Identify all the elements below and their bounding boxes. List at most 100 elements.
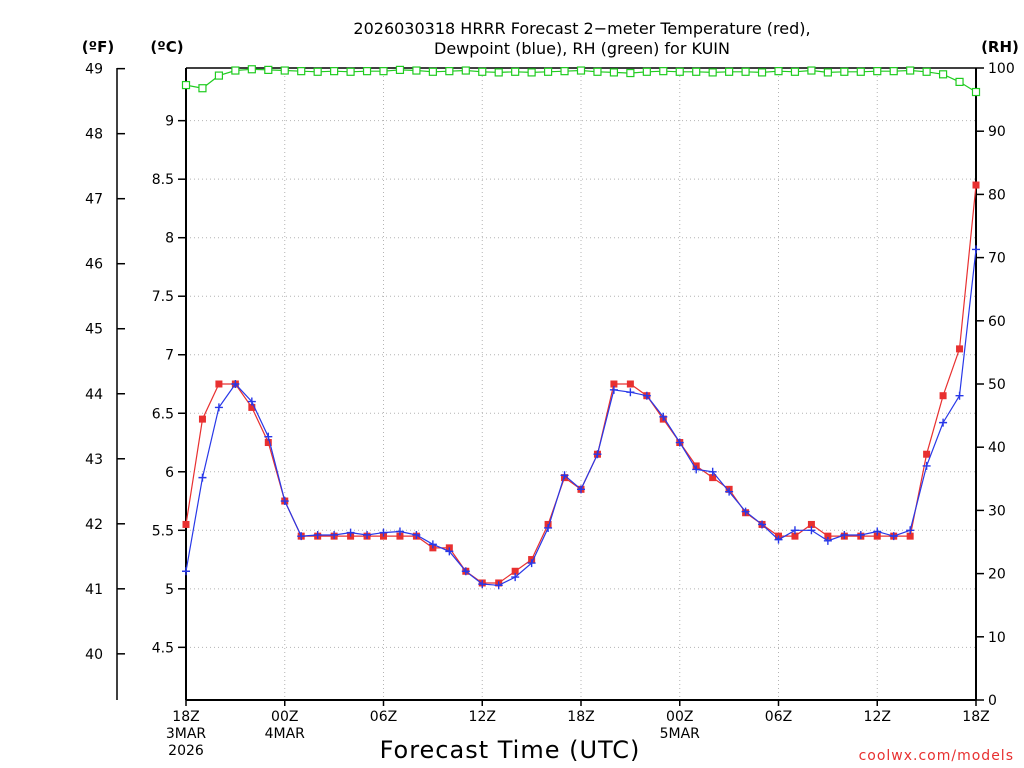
dewpoint-point bbox=[659, 412, 668, 421]
rh-tick-label: 100 bbox=[988, 61, 1015, 77]
dewpoint-point bbox=[741, 507, 750, 516]
rh-point bbox=[609, 68, 619, 77]
rh-tick-label: 0 bbox=[988, 693, 997, 709]
dewpoint-point bbox=[231, 380, 240, 388]
rh-tick-label: 20 bbox=[988, 567, 1006, 583]
fahrenheit-tick-label: 40 bbox=[85, 647, 103, 663]
fahrenheit-tick-label: 48 bbox=[85, 127, 103, 143]
dewpoint-point bbox=[758, 520, 767, 529]
dewpoint-point bbox=[247, 397, 256, 406]
dewpoint-point bbox=[955, 391, 964, 400]
celsius-tick-label: 5.5 bbox=[152, 523, 174, 539]
rh-point bbox=[675, 67, 684, 76]
rh-point bbox=[428, 67, 437, 76]
dewpoint-point bbox=[840, 530, 849, 539]
x-tick-label: 18Z bbox=[962, 709, 989, 725]
dewpoint-point bbox=[922, 461, 931, 470]
dewpoint-point bbox=[461, 567, 470, 576]
dewpoint-point bbox=[478, 580, 487, 589]
rh-point bbox=[807, 66, 816, 75]
rh-point bbox=[906, 66, 915, 75]
rh-point bbox=[461, 66, 470, 75]
rh-point bbox=[247, 65, 256, 74]
temperature-point bbox=[610, 380, 618, 388]
fahrenheit-tick-label: 44 bbox=[85, 387, 103, 403]
rh-point bbox=[873, 67, 882, 76]
x-tick-label: 4MAR bbox=[265, 726, 306, 742]
x-tick-label: 06Z bbox=[370, 709, 397, 725]
chart-title-line-2: Dewpoint (blue), RH (green) for KUIN bbox=[434, 39, 730, 58]
rh-point bbox=[214, 71, 224, 80]
dewpoint-point bbox=[560, 471, 569, 480]
celsius-tick-label: 7 bbox=[165, 348, 174, 364]
dewpoint-point bbox=[428, 540, 437, 549]
rh-tick-label: 80 bbox=[988, 187, 1006, 203]
x-tick-label: 12Z bbox=[469, 709, 496, 725]
rh-tick-label: 90 bbox=[988, 124, 1006, 140]
rh-point bbox=[889, 67, 898, 76]
dewpoint-point bbox=[807, 526, 816, 535]
celsius-tick-label: 5 bbox=[165, 582, 174, 598]
dewpoint-point bbox=[544, 523, 553, 532]
rh-point bbox=[971, 87, 981, 97]
rh-point bbox=[379, 67, 388, 76]
rh-tick-label: 40 bbox=[988, 440, 1006, 456]
temperature-point bbox=[182, 520, 190, 528]
dewpoint-point bbox=[494, 581, 503, 590]
rh-point bbox=[757, 68, 767, 77]
rh-point bbox=[708, 68, 717, 77]
rh-point bbox=[593, 67, 602, 76]
dewpoint-point bbox=[939, 418, 948, 427]
rh-point bbox=[560, 67, 569, 76]
rh-point bbox=[412, 66, 421, 75]
dewpoint-point bbox=[313, 530, 322, 539]
x-tick-label: 18Z bbox=[567, 709, 594, 725]
axes: 4.5 5 5.5 6 6.5 7 7.5 8 8.5 9 40 41 42 43 44 45 46 47 48 49… bbox=[85, 61, 1015, 759]
temperature-point bbox=[807, 520, 815, 528]
temperature-point bbox=[511, 567, 519, 575]
celsius-tick-label: 9 bbox=[165, 114, 174, 130]
dewpoint-point bbox=[297, 532, 306, 541]
celsius-tick-label: 8 bbox=[165, 231, 174, 247]
rh-point bbox=[626, 68, 635, 78]
rh-tick-label: 70 bbox=[988, 251, 1006, 267]
dewpoint-point bbox=[856, 530, 865, 539]
chart-title-line-1: 2026030318 HRRR Forecast 2−meter Tempera… bbox=[353, 19, 810, 38]
rh-point bbox=[922, 67, 931, 76]
grid bbox=[186, 68, 976, 700]
fahrenheit-tick-label: 41 bbox=[85, 582, 103, 598]
dewpoint-point bbox=[330, 530, 339, 539]
dewpoint-point bbox=[379, 528, 388, 537]
temperature-point bbox=[248, 403, 256, 411]
dewpoint-point bbox=[725, 487, 734, 496]
rh-tick-label: 10 bbox=[988, 630, 1006, 646]
celsius-tick-label: 4.5 bbox=[152, 640, 174, 656]
x-tick-label: 3MAR bbox=[166, 726, 207, 742]
fahrenheit-tick-label: 49 bbox=[85, 62, 103, 78]
temperature-point bbox=[396, 532, 404, 540]
fahrenheit-unit-label: (ºF) bbox=[82, 38, 114, 56]
x-tick-label: 2026 bbox=[168, 743, 204, 759]
x-tick-label: 00Z bbox=[666, 709, 693, 725]
temperature-point bbox=[873, 532, 881, 540]
rh-point bbox=[576, 66, 586, 75]
temperature-point bbox=[626, 380, 634, 388]
dewpoint-point bbox=[511, 573, 520, 582]
dewpoint-point bbox=[692, 465, 701, 474]
rh-tick-label: 60 bbox=[988, 314, 1006, 330]
rh-point bbox=[725, 67, 734, 76]
dewpoint-point bbox=[626, 388, 635, 397]
dewpoint-point bbox=[198, 473, 207, 482]
celsius-tick-label: 7.5 bbox=[152, 289, 174, 305]
dewpoint-point bbox=[527, 559, 536, 568]
rh-point bbox=[774, 67, 783, 76]
dewpoint-point bbox=[577, 485, 585, 494]
rh-point bbox=[264, 65, 273, 74]
temperature-point bbox=[824, 532, 832, 540]
celsius-tick-label: 6.5 bbox=[152, 406, 174, 422]
rh-point bbox=[543, 67, 553, 76]
rh-point bbox=[231, 66, 240, 75]
rh-point bbox=[823, 68, 832, 77]
dewpoint-point bbox=[790, 526, 799, 535]
